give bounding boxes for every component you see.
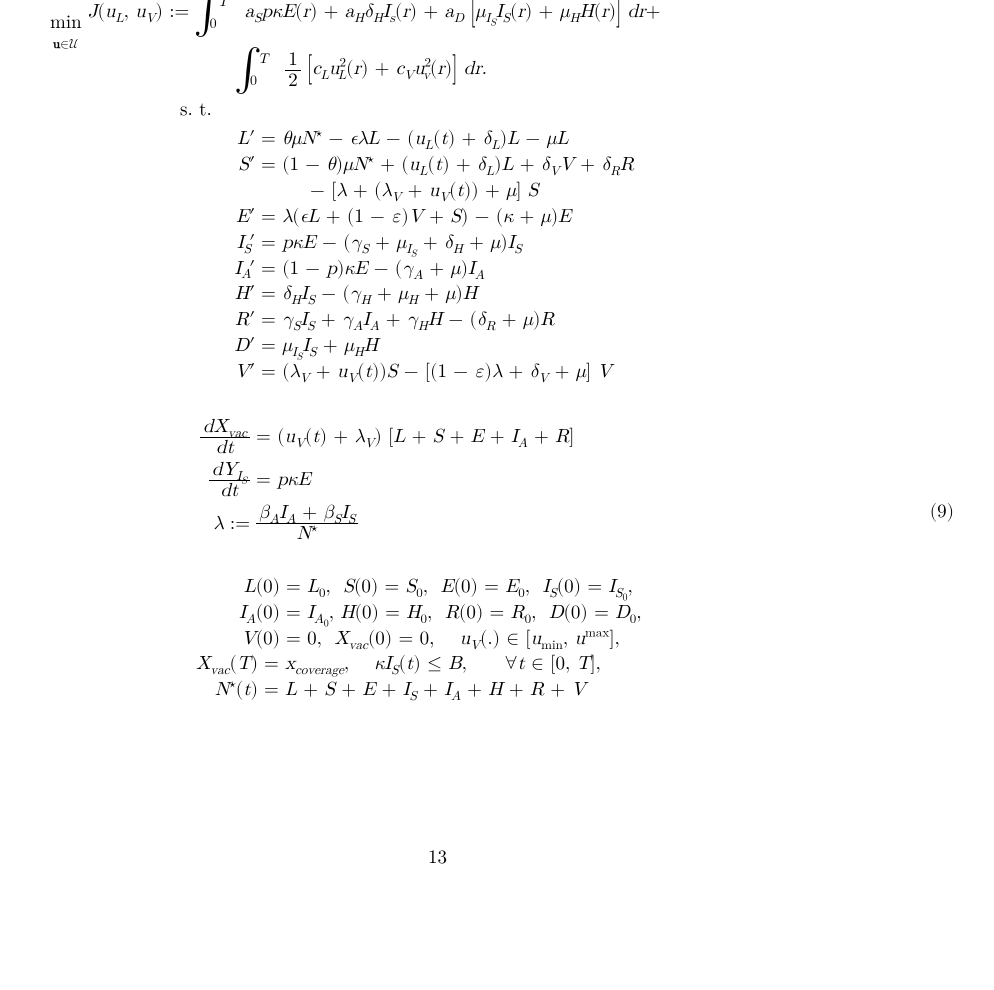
subject-to-label: s. t. [180,99,944,121]
min-label: min [50,13,82,32]
constraint-D-rhs: = μISIS + μHH [261,335,378,357]
constraint-S-line2: − [λ + (λV + uV(t)) + μ] S [310,180,944,202]
integral-2: ∫ T 0 [236,53,260,87]
constraint-V-rhs: = (λV + uV(t))S − [(1 − ε)λ + δV + μ] V [261,361,612,383]
math-page: (9) min u∈𝒰 J(uL, uV) := ∫ T 0 aSpκE(r) … [0,0,994,701]
auxiliary-Xvac-rhs: = (uV(t) + λV) [L + S + E + IA + R] [256,426,574,448]
auxiliary-YIS-rhs: = pκE [256,469,311,491]
functional-J: J(uL, uV) := [88,2,196,21]
constraint-L-rhs: = θμN⋆ − ϵλL − (uL(t) + δL)L − μL [261,128,568,150]
initial-conditions-row3: V(0) = 0, Xvac(0) = 0, uV(.) ∈ [umin, um… [140,628,944,650]
constraint-H-rhs: = δHIS − (γH + μH + μ)H [261,283,477,305]
objective-integrand-2: 12 [cLu2L(r) + cVu2v(r)] dr. [266,59,487,78]
min-subscript: u∈𝒰 [53,38,79,51]
constraint-IA: IA′ = (1 − p)κE − (γA + μ)IA [215,258,944,280]
objective-body: J(uL, uV) := ∫ T 0 aSpκE(r) + aHδHIs(r) … [88,0,661,30]
constraints-row4: Xvac(T) = xcoverage, κIS(t) ≤ B, ∀t ∈ [0… [140,653,944,675]
constraint-E-rhs: = λ(ϵL + (1 − ε)V + S) − (κ + μ)E [261,206,571,228]
constraint-S-rhs-1: = (1 − θ)μN⋆ + (uL(t) + δL)L + δVV + δRR [261,154,634,176]
objective-functional: min u∈𝒰 J(uL, uV) := ∫ T 0 aSpκE(r) + aH… [50,0,944,56]
constraint-D: D′ = μISIS + μHH [215,335,944,357]
one-half: 12 [285,50,301,91]
integral-lower-limit-2: 0 [250,73,257,89]
auxiliary-Xvac: dXvac dt = (uV(t) + λV) [L + S + E + IA … [170,417,944,458]
objective-integrand-1: aSpκE(r) + aHδHIs(r) + aD [μISIS(r) + μH… [226,2,661,21]
constraint-R: R′ = γSIS + γAIA + γHH − (δR + μ)R [215,309,944,331]
constraint-H: H′ = δHIS − (γH + μH + μ)H [215,283,944,305]
constraint-IA-rhs: = (1 − p)κE − (γA + μ)IA [261,258,485,280]
integral-lower-limit: 0 [210,16,217,32]
min-operator: min u∈𝒰 [50,12,82,56]
dYIS-dt: dYIS dt [209,460,250,501]
constraint-V: V′ = (λV + uV(t))S − [(1 − ε)λ + δV + μ]… [215,361,944,383]
constraint-L: L′ = θμN⋆ − ϵλL − (uL(t) + δL)L − μL [215,128,944,150]
constraint-E: E′ = λ(ϵL + (1 − ε)V + S) − (κ + μ)E [215,206,944,228]
Nstar-definition: N⋆(t) = L + S + E + IS + IA + H + R + V [140,679,944,701]
initial-conditions-row1: L(0) = L0, S(0) = S0, E(0) = E0, IS(0) =… [140,576,944,598]
constraint-S: S′ = (1 − θ)μN⋆ + (uL(t) + δL)L + δVV + … [215,154,944,176]
equation-block-9: (9) min u∈𝒰 J(uL, uV) := ∫ T 0 aSpκE(r) … [50,0,944,701]
constraint-IS: IS′ = pκE − (γS + μIS + δH + μ)IS [215,232,944,254]
page-number: 13 [428,846,447,869]
auxiliary-YIS: dYIS dt = pκE [170,460,944,501]
lambda-definition: λ := βAIA + βSIS N⋆ [170,503,944,544]
dXvac-dt: dXvac dt [200,417,250,458]
lambda-fraction: βAIA + βSIS N⋆ [256,503,358,544]
objective-line-2: ∫ T 0 12 [cLu2L(r) + cVu2v(r)] dr. [236,50,944,91]
constraint-IS-rhs: = pκE − (γS + μIS + δH + μ)IS [261,232,522,254]
integral-1: ∫ T 0 [196,0,220,30]
initial-conditions-row2: IA(0) = IA0, H(0) = H0, R(0) = R0, D(0) … [140,602,944,624]
integral-upper-limit-2: T [258,51,268,67]
equation-number: (9) [930,501,954,523]
integral-upper-limit: T [218,0,228,10]
constraint-R-rhs: = γSIS + γAIA + γHH − (δR + μ)R [261,309,554,331]
